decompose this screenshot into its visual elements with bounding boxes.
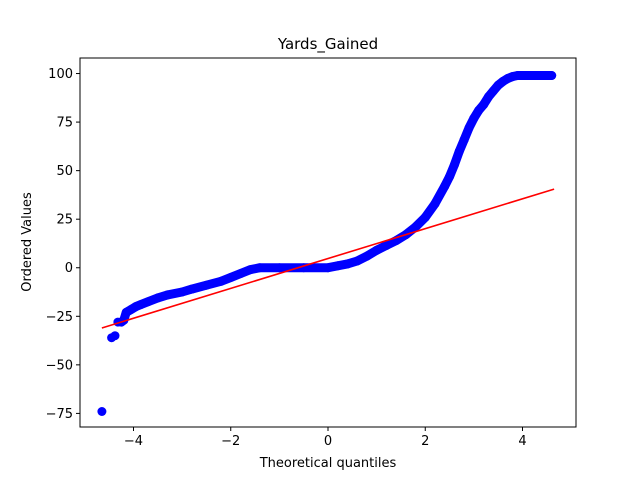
data-point [333, 261, 343, 271]
data-point [537, 71, 547, 80]
data-point [136, 300, 146, 310]
data-point [469, 113, 479, 123]
y-axis-label: Ordered Values [20, 192, 35, 292]
data-point [255, 263, 265, 273]
chart-title: Yards_Gained [277, 35, 378, 54]
data-point [362, 251, 372, 261]
data-point [530, 71, 540, 80]
data-point [143, 297, 153, 307]
data-point [201, 280, 211, 290]
data-point [440, 181, 450, 191]
y-tick-label: −75 [46, 407, 73, 422]
data-point [420, 212, 430, 222]
x-tick-label: 0 [324, 434, 332, 449]
data-point [372, 245, 382, 255]
y-tick-label: 25 [56, 213, 73, 228]
data-point [153, 293, 163, 303]
data-point [323, 263, 333, 273]
x-tick-label: −2 [221, 434, 240, 449]
data-point [187, 284, 197, 294]
data-point [479, 100, 489, 110]
data-point [245, 265, 255, 275]
data-point [411, 222, 420, 232]
y-tick-label: 50 [56, 164, 73, 179]
data-point [274, 263, 284, 273]
data-point [216, 276, 226, 286]
axes-frame [79, 57, 577, 428]
data-point [163, 290, 172, 300]
data-point [464, 123, 474, 133]
y-tick-label: −50 [46, 358, 73, 373]
data-point [430, 199, 440, 209]
data-point [547, 71, 557, 80]
data-point [449, 160, 459, 170]
data-point [445, 172, 455, 181]
data-point [236, 269, 245, 279]
y-tick-label: 100 [48, 67, 73, 82]
axis-ticks: −4 −2 0 2 4 −75 −50 −25 0 25 50 75 100 [46, 67, 527, 449]
fit-line [101, 188, 555, 329]
data-point [110, 331, 120, 341]
plot-area [97, 71, 557, 416]
y-tick-label: 0 [65, 261, 73, 276]
data-point [343, 259, 352, 269]
data-point [381, 240, 391, 250]
data-point [97, 407, 107, 416]
data-point [226, 273, 236, 282]
y-tick-label: 75 [56, 116, 73, 131]
x-tick-label: 4 [518, 434, 526, 449]
data-point [459, 135, 469, 145]
y-tick-label: −25 [46, 310, 73, 325]
data-point [352, 256, 362, 266]
x-axis-label: Theoretical quantiles [259, 456, 397, 471]
x-tick-label: −4 [124, 434, 143, 449]
data-point [177, 287, 187, 297]
data-point [454, 146, 464, 156]
data-point [522, 71, 532, 80]
x-tick-label: 2 [421, 434, 429, 449]
